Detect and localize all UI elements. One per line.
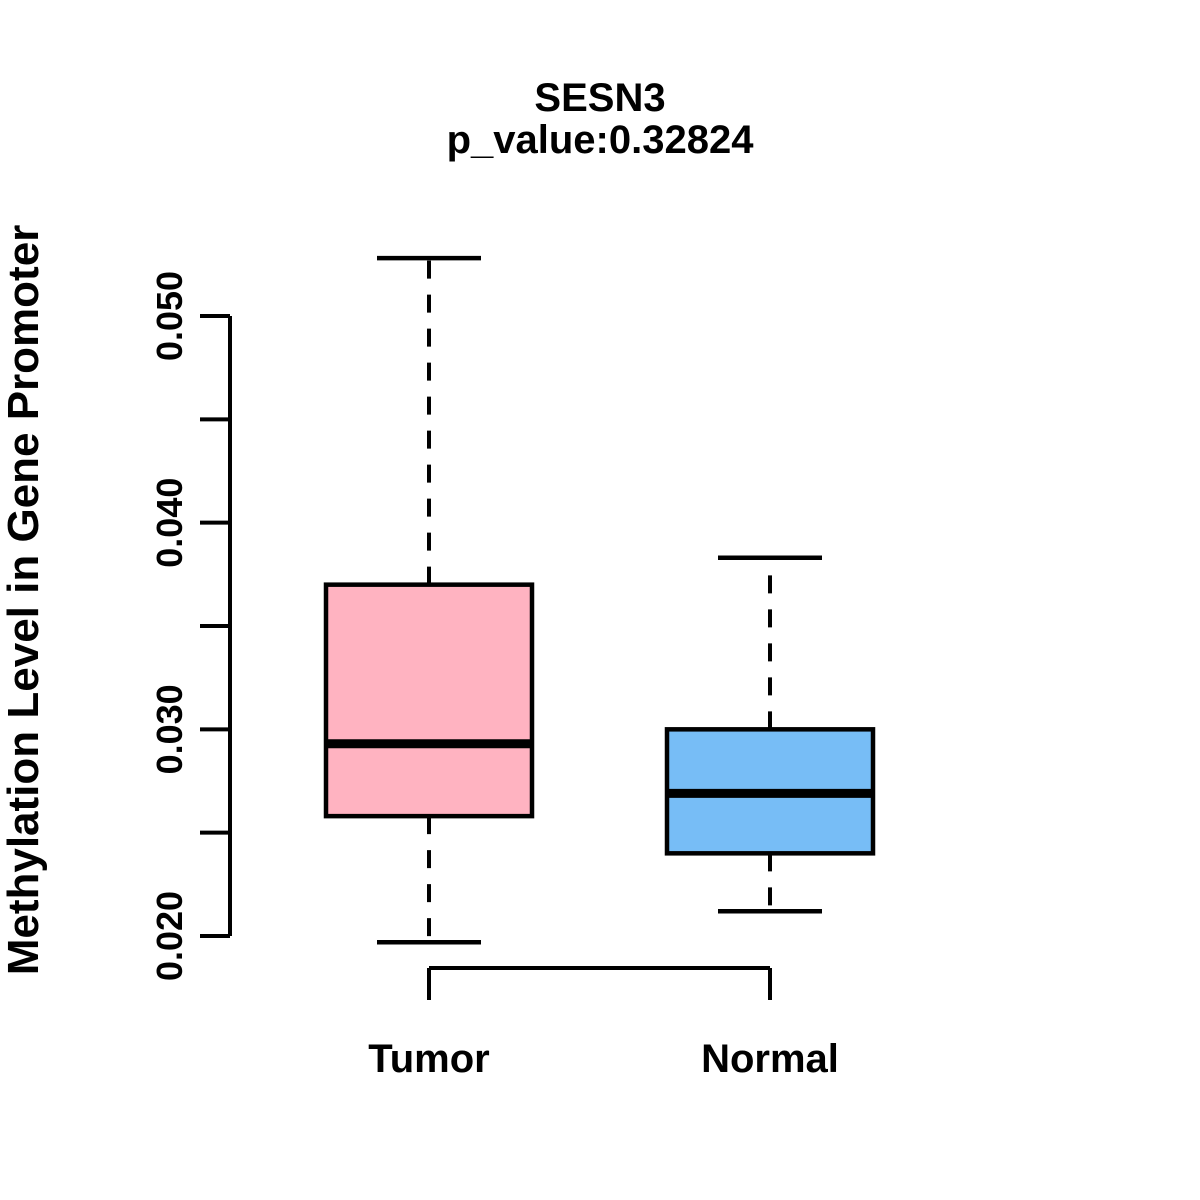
y-axis-tick-label: 0.050	[149, 271, 190, 361]
x-axis-bracket	[427, 966, 772, 1000]
x-axis-label-normal: Normal	[701, 1037, 839, 1081]
y-axis-title: Methylation Level in Gene Promoter	[0, 225, 48, 976]
tumor-box	[323, 582, 535, 819]
y-axis-tick-label: 0.030	[149, 684, 190, 774]
y-axis-tick-label: 0.040	[149, 478, 190, 568]
chart-subtitle: p_value:0.32824	[447, 118, 755, 162]
x-axis-label-tumor: Tumor	[368, 1037, 489, 1081]
box-group-tumor: Tumor	[323, 255, 535, 1081]
chart-title: SESN3	[534, 76, 665, 120]
y-axis-tick-label: 0.020	[149, 891, 190, 981]
plot-area: 0.020 0.030 0.040 0.050 Tumor Normal	[149, 255, 876, 1081]
box-group-normal: Normal	[664, 555, 876, 1081]
